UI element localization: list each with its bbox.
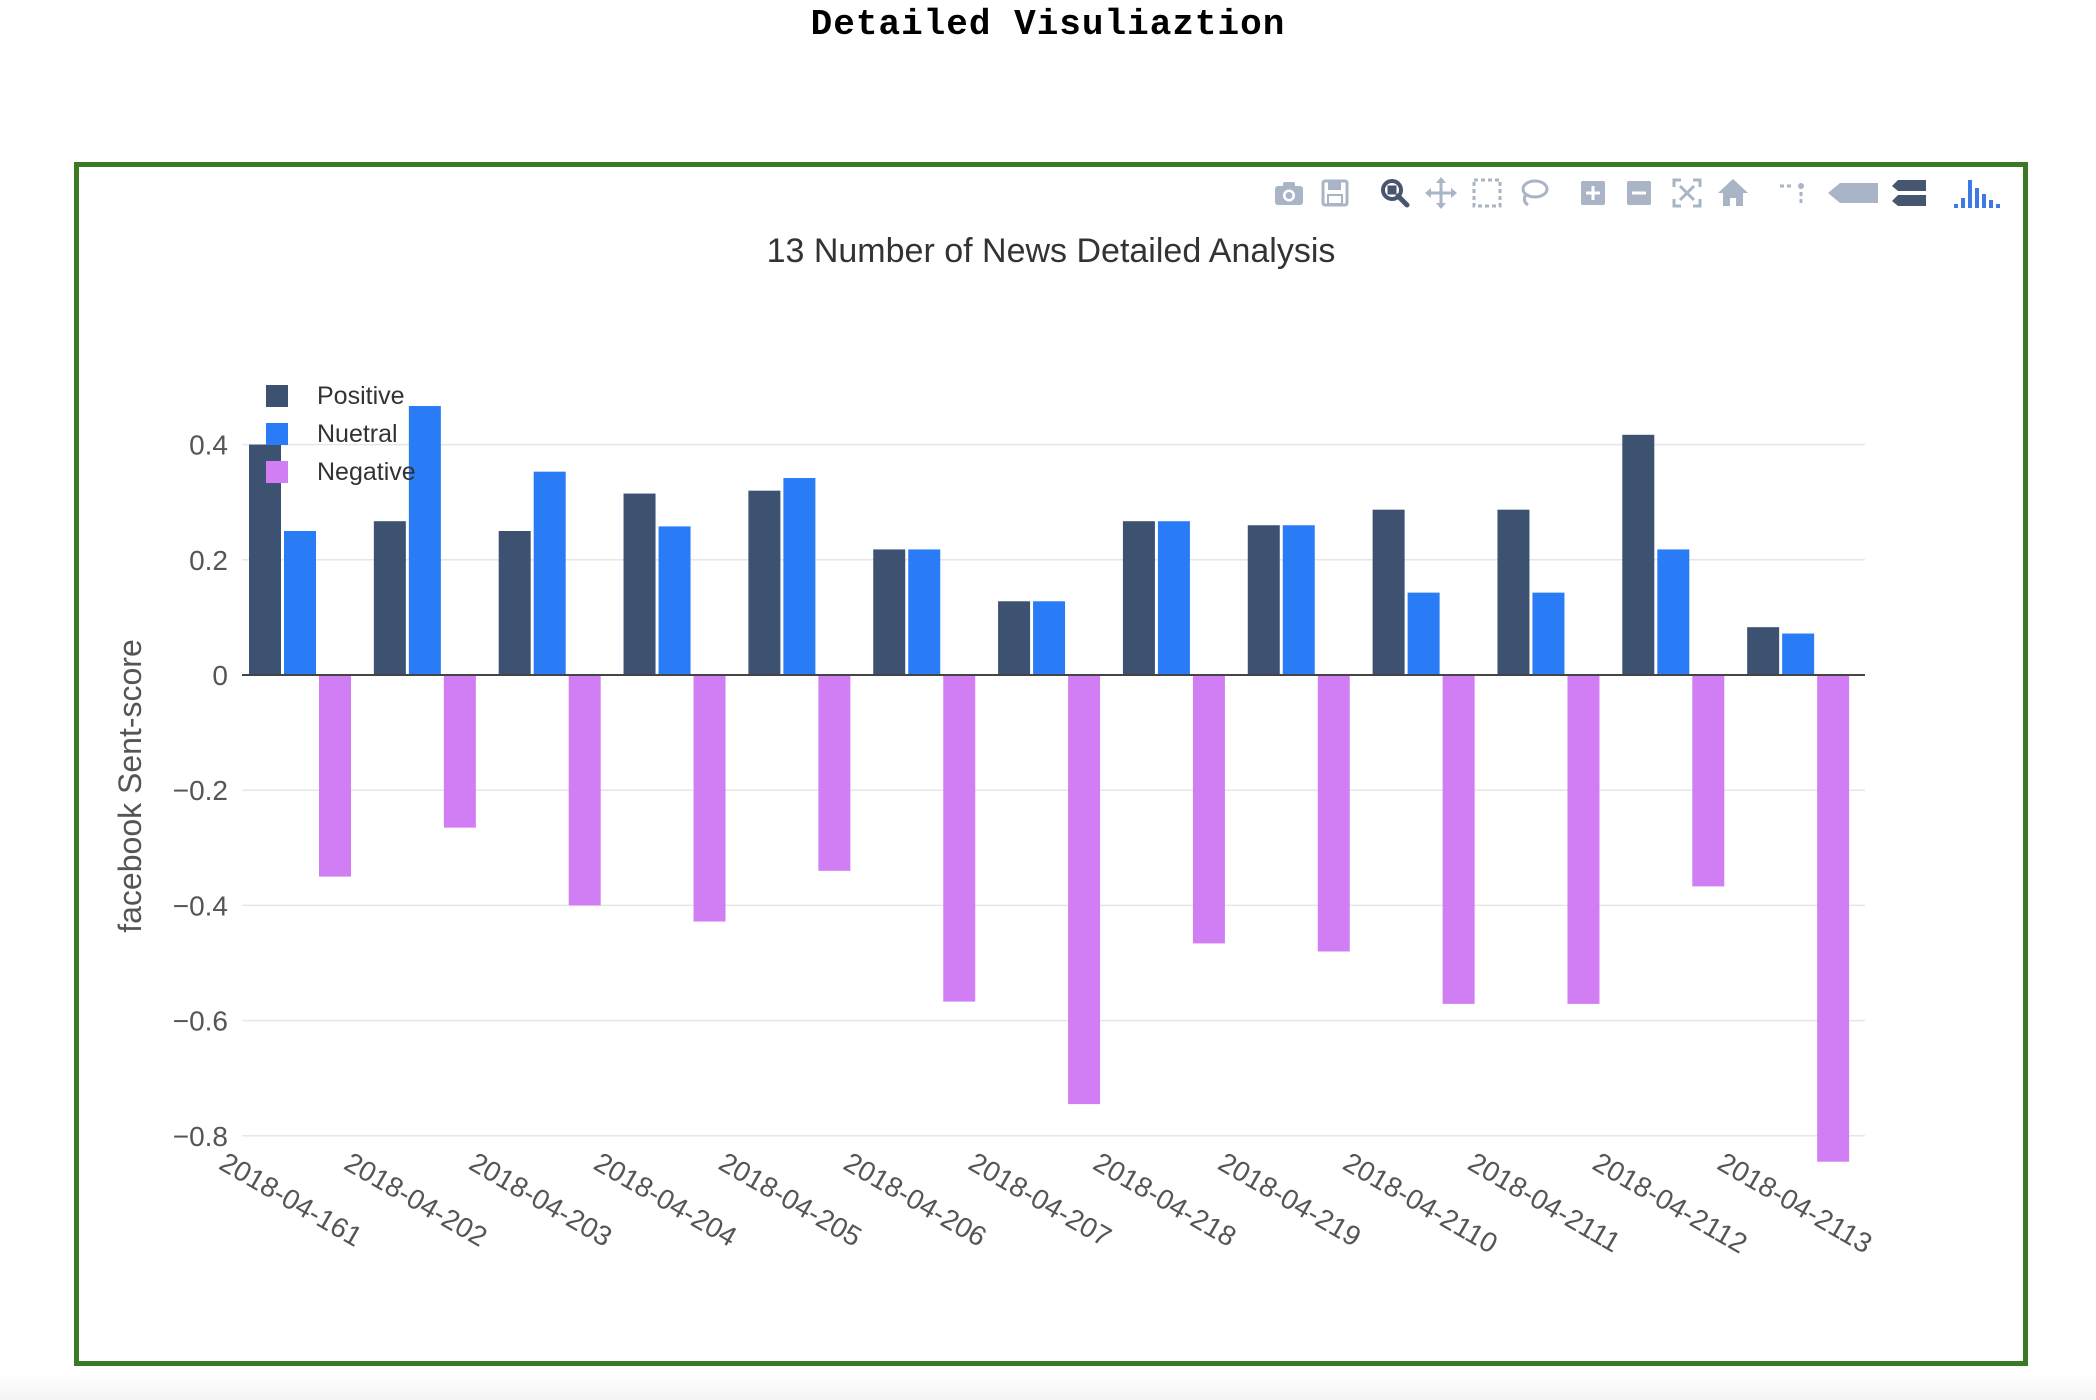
bar-nuetral[interactable] (658, 526, 691, 675)
bar-positive[interactable] (1122, 521, 1155, 675)
save-icon[interactable] (1316, 174, 1354, 212)
zoom-in-icon[interactable] (1574, 174, 1612, 212)
bar-negative[interactable] (1068, 675, 1101, 1105)
lasso-select-icon[interactable] (1514, 174, 1552, 212)
y-tick-label: 0 (212, 660, 228, 691)
legend-label-positive[interactable]: Positive (317, 382, 405, 410)
bar-negative[interactable] (693, 675, 726, 922)
legend: Positive Nuetral Negative (266, 382, 416, 486)
bar-negative[interactable] (319, 675, 351, 877)
bar-nuetral[interactable] (1657, 549, 1690, 675)
legend-label-negative[interactable]: Negative (317, 458, 416, 486)
chart-title: 13 Number of News Detailed Analysis (767, 232, 1336, 270)
chart-modebar (1270, 170, 2030, 216)
reset-axes-icon[interactable] (1714, 174, 1752, 212)
bar-negative[interactable] (1192, 675, 1225, 944)
page-bottom (0, 1372, 2096, 1400)
y-axis-title: facebook Sent-score (112, 639, 148, 933)
bar-negative[interactable] (943, 675, 976, 1002)
bar-negative[interactable] (1567, 675, 1600, 1004)
bar-nuetral[interactable] (908, 549, 941, 675)
bar-negative[interactable] (568, 675, 601, 906)
bar-nuetral[interactable] (1407, 592, 1440, 675)
bar-nuetral[interactable] (1033, 601, 1066, 675)
legend-swatch-positive[interactable] (266, 385, 288, 407)
bar-nuetral[interactable] (1157, 521, 1190, 675)
page-heading: Detailed Visuliaztion (810, 4, 1286, 45)
bar-nuetral[interactable] (783, 478, 816, 675)
camera-icon[interactable] (1270, 174, 1308, 212)
bar-nuetral[interactable] (408, 406, 441, 675)
y-tick-label: 0.2 (189, 545, 228, 576)
bar-positive[interactable] (1372, 509, 1405, 675)
bar-negative[interactable] (1692, 675, 1725, 887)
bar-nuetral[interactable] (1782, 633, 1815, 675)
spike-lines-icon[interactable] (1774, 174, 1812, 212)
bar-positive[interactable] (1497, 509, 1530, 675)
bar-negative[interactable] (1317, 675, 1350, 952)
hover-compare-icon[interactable] (1890, 174, 1928, 212)
x-axis-ticks: 2018-04-1612018-04-2022018-04-2032018-04… (215, 1146, 1878, 1259)
bar-positive[interactable] (373, 521, 406, 675)
bar-positive[interactable] (498, 531, 531, 675)
y-tick-label: −0.6 (173, 1006, 228, 1037)
zoom-out-icon[interactable] (1620, 174, 1658, 212)
y-tick-label: −0.8 (173, 1121, 228, 1152)
bar-chart: 0.4 0.2 0 −0.2 −0.4 −0.6 −0.8 2018-04-1612018-… (112, 232, 1878, 1259)
legend-label-nuetral[interactable]: Nuetral (317, 420, 398, 448)
y-tick-label: 0.4 (189, 430, 228, 461)
pan-icon[interactable] (1422, 174, 1460, 212)
box-select-icon[interactable] (1468, 174, 1506, 212)
bar-positive[interactable] (1747, 627, 1780, 675)
bar-negative[interactable] (818, 675, 851, 871)
plotly-logo-icon[interactable] (1952, 174, 2006, 212)
legend-swatch-negative[interactable] (266, 461, 288, 483)
bar-nuetral[interactable] (284, 531, 316, 675)
legend-swatch-nuetral[interactable] (266, 423, 288, 445)
autoscale-icon[interactable] (1668, 174, 1706, 212)
hover-closest-icon[interactable] (1826, 174, 1880, 212)
bar-positive[interactable] (623, 493, 656, 675)
bar-negative[interactable] (1817, 675, 1850, 1162)
y-axis-ticks: 0.4 0.2 0 −0.2 −0.4 −0.6 −0.8 (173, 430, 228, 1152)
bar-nuetral[interactable] (533, 471, 566, 675)
bar-positive[interactable] (748, 490, 781, 675)
bar-nuetral[interactable] (1532, 592, 1565, 675)
bars (249, 406, 1850, 1162)
bar-nuetral[interactable] (1282, 525, 1315, 675)
y-tick-label: −0.4 (173, 890, 228, 921)
bar-positive[interactable] (1622, 434, 1655, 675)
bar-positive[interactable] (873, 549, 906, 675)
bar-positive[interactable] (1247, 525, 1280, 675)
bar-positive[interactable] (998, 601, 1031, 675)
y-tick-label: −0.2 (173, 775, 228, 806)
bar-negative[interactable] (1442, 675, 1475, 1004)
bar-negative[interactable] (443, 675, 476, 828)
gridlines (242, 443, 1865, 1137)
zoom-icon[interactable] (1376, 174, 1414, 212)
